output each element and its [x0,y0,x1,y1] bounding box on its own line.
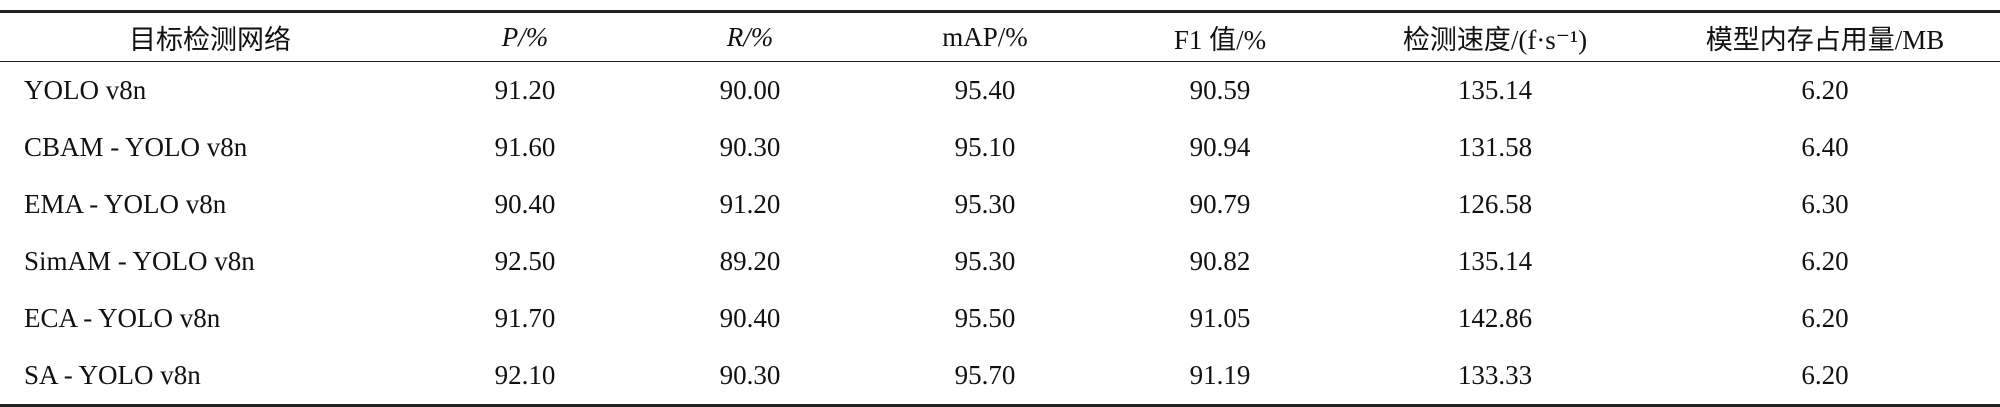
header-cell: 目标检测网络 [129,24,291,55]
table-cell: 6.20 [1801,303,1849,333]
table-row: ECA - YOLO v8n 91.70 90.40 95.50 91.05 142.86… [0,290,2000,347]
header-cell: F1 值/% [1173,24,1267,55]
table-body: YOLO v8n 91.20 90.00 95.40 90.59 135.14 6.20 CB… [0,62,2000,406]
table-cell: 90.30 [719,360,781,390]
model-name: YOLO v8n [24,75,147,105]
table-cell: 91.05 [1189,303,1251,333]
header-cell: P/% [501,21,549,52]
header-row: 目标检测网络 P/% R/% mAP/% F1 值/% 检测速度/(f·s⁻¹) 模型内存占… [0,11,2000,62]
header-cell: mAP/% [942,21,1028,52]
table-cell: 6.20 [1801,246,1849,276]
table-cell: 91.20 [494,75,556,105]
table-cell: 6.40 [1801,132,1849,162]
header-cell: R/% [726,21,774,52]
model-name: SimAM - YOLO v8n [24,246,255,276]
table-header: 目标检测网络 P/% R/% mAP/% F1 值/% 检测速度/(f·s⁻¹) 模型内存占… [0,11,2000,62]
table-cell: 95.50 [954,303,1016,333]
table-row: EMA - YOLO v8n 90.40 91.20 95.30 90.79 126.58… [0,176,2000,233]
table-cell: 126.58 [1457,189,1533,219]
table-cell: 135.14 [1457,246,1533,276]
table-cell: 95.30 [954,246,1016,276]
table-row: SimAM - YOLO v8n 92.50 89.20 95.30 90.82 135.… [0,233,2000,290]
header-cell: 检测速度/(f·s⁻¹) [1402,24,1588,55]
table-cell: 6.30 [1801,189,1849,219]
table-cell: 90.94 [1189,132,1251,162]
table-cell: 90.40 [494,189,556,219]
table-row: SA - YOLO v8n 92.10 90.30 95.70 91.19 133.33 6… [0,347,2000,406]
table-cell: 95.10 [954,132,1016,162]
table-cell: 89.20 [719,246,781,276]
model-name: SA - YOLO v8n [24,360,201,390]
table-cell: 133.33 [1457,360,1533,390]
model-name: ECA - YOLO v8n [24,303,221,333]
table-row: YOLO v8n 91.20 90.00 95.40 90.59 135.14 6.20 [0,62,2000,120]
table-cell: 95.40 [954,75,1016,105]
model-name: EMA - YOLO v8n [24,189,227,219]
table-cell: 90.79 [1189,189,1251,219]
table-cell: 6.20 [1801,75,1849,105]
table-cell: 131.58 [1457,132,1533,162]
table-cell: 90.40 [719,303,781,333]
table-row: CBAM - YOLO v8n 91.60 90.30 95.10 90.94 131.5… [0,119,2000,176]
table-cell: 6.20 [1801,360,1849,390]
table-cell: 90.30 [719,132,781,162]
table-cell: 92.10 [494,360,556,390]
model-name: CBAM - YOLO v8n [24,132,248,162]
table-cell: 135.14 [1457,75,1533,105]
header-cell: 模型内存占用量/MB [1705,24,1945,55]
table-cell: 90.00 [719,75,781,105]
table-cell: 90.82 [1189,246,1251,276]
table-cell: 92.50 [494,246,556,276]
table-cell: 142.86 [1457,303,1533,333]
table-cell: 91.70 [494,303,556,333]
table-cell: 91.19 [1189,360,1251,390]
table-cell: 95.30 [954,189,1016,219]
table-cell: 95.70 [954,360,1016,390]
table-cell: 91.20 [719,189,781,219]
table-cell: 90.59 [1189,75,1251,105]
results-table: 目标检测网络 P/% R/% mAP/% F1 值/% 检测速度/(f·s⁻¹) 模型内存占… [0,10,2000,407]
table-cell: 91.60 [494,132,556,162]
